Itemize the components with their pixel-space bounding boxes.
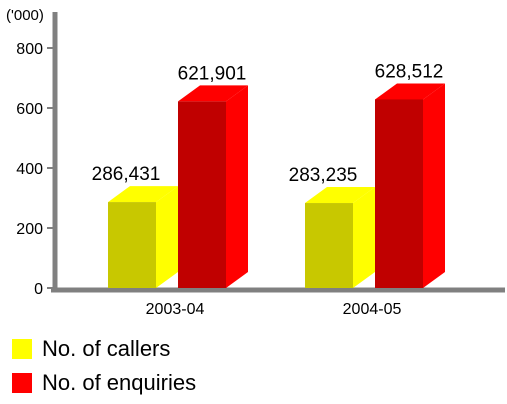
data-label: 286,431 bbox=[92, 164, 161, 185]
y-tick-label: 0 bbox=[34, 281, 43, 298]
bar-side-face bbox=[353, 187, 375, 288]
bar-callers-2003-04 bbox=[108, 186, 178, 288]
y-unit-label: ('000) bbox=[6, 7, 44, 24]
x-category-label: 2004-05 bbox=[343, 301, 402, 318]
chart-bars bbox=[108, 83, 445, 288]
x-category-label: 2003-04 bbox=[146, 301, 205, 318]
data-label: 621,901 bbox=[178, 63, 247, 84]
legend-item-enquiries: No. of enquiries bbox=[12, 368, 196, 398]
bar-callers-2004-05 bbox=[305, 187, 375, 288]
bar-enquiries-2004-05 bbox=[375, 83, 445, 288]
legend-item-callers: No. of callers bbox=[12, 334, 196, 364]
bar-side-face bbox=[156, 186, 178, 288]
legend-swatch-callers bbox=[12, 339, 32, 359]
chart-legend: No. of callers No. of enquiries bbox=[12, 334, 196, 402]
y-tick-label: 600 bbox=[16, 101, 43, 118]
bar-top-face bbox=[108, 186, 178, 203]
chart-axes: ('000) 0 200 400 600 800 bbox=[6, 7, 505, 298]
bar-top-face bbox=[375, 83, 445, 100]
bar-front-face bbox=[108, 202, 156, 288]
legend-swatch-enquiries bbox=[12, 373, 32, 393]
bar-chart: ('000) 0 200 400 600 800 286,431 621,901 2003-0… bbox=[6, 7, 505, 318]
chart-labels: 286,431 621,901 2003-04 283,235 628,512 2004-… bbox=[92, 61, 444, 318]
y-tick-label: 200 bbox=[16, 221, 43, 238]
bar-top-face bbox=[305, 187, 375, 204]
bar-front-face bbox=[178, 101, 226, 288]
y-tick-label: 400 bbox=[16, 161, 43, 178]
bar-side-face bbox=[423, 83, 445, 288]
data-label: 628,512 bbox=[375, 61, 444, 82]
bar-enquiries-2003-04 bbox=[178, 85, 248, 288]
bar-front-face bbox=[375, 99, 423, 288]
bar-side-face bbox=[226, 85, 248, 288]
y-tick-label: 800 bbox=[16, 41, 43, 58]
legend-label-enquiries: No. of enquiries bbox=[42, 370, 197, 395]
bar-top-face bbox=[178, 85, 248, 102]
legend-label-callers: No. of callers bbox=[42, 336, 171, 361]
data-label: 283,235 bbox=[289, 165, 358, 186]
bar-front-face bbox=[305, 203, 353, 288]
